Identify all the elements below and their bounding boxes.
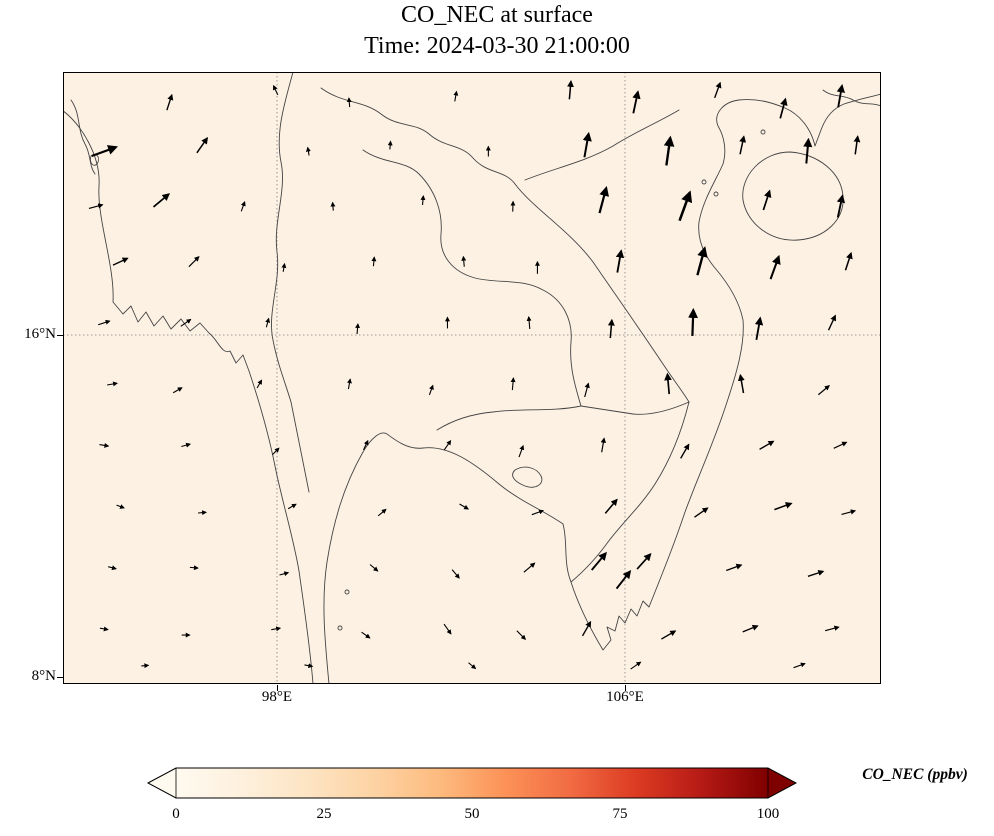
small-island bbox=[337, 625, 343, 631]
colorbar: 0 25 50 75 100 bbox=[140, 762, 820, 828]
gridlines-layer bbox=[63, 72, 881, 684]
colorbar-tick-25: 25 bbox=[317, 806, 332, 822]
x-tick-mark bbox=[625, 685, 626, 691]
x-tick-mark bbox=[277, 685, 278, 691]
y-tick-mark bbox=[57, 677, 63, 678]
border-myanmar-thailand bbox=[271, 72, 310, 493]
border-vietnam-china bbox=[524, 109, 680, 181]
colorbar-bar bbox=[146, 767, 798, 799]
x-tick-label-98e: 98°E bbox=[261, 689, 293, 705]
wind-quiver-layer bbox=[88, 80, 861, 670]
tonle-sap-lake bbox=[512, 466, 543, 488]
colorbar-tick-75: 75 bbox=[613, 806, 628, 822]
map-canvas bbox=[63, 72, 881, 684]
x-tick-label-106e: 106°E bbox=[606, 689, 644, 705]
colorbar-tick-0: 0 bbox=[172, 806, 180, 822]
map-plot-area bbox=[63, 72, 881, 684]
colorbar-tick-100: 100 bbox=[757, 806, 780, 822]
coastline-myanmar-peninsula bbox=[63, 110, 314, 684]
coastline-gulf-vietnam-china bbox=[323, 93, 881, 684]
coastline-china-top-right bbox=[822, 89, 881, 107]
border-north-laos-vietnam bbox=[320, 87, 690, 403]
small-island bbox=[344, 589, 350, 595]
colorbar-tick-50: 50 bbox=[465, 806, 480, 822]
axes-frame bbox=[63, 72, 881, 684]
colorbar-label: CO_NEC (ppbv) bbox=[862, 766, 968, 783]
border-thailand-laos-mekong bbox=[362, 149, 582, 407]
border-top-left bbox=[70, 99, 96, 175]
plot-subtitle-time: Time: 2024-03-30 21:00:00 bbox=[364, 33, 630, 59]
small-island bbox=[760, 129, 766, 135]
coastline-hainan-island bbox=[742, 151, 844, 241]
small-island bbox=[701, 179, 707, 185]
y-tick-label-16n: 16°N bbox=[24, 326, 56, 342]
y-tick-label-8n: 8°N bbox=[31, 668, 56, 684]
title-block: CO_NEC at surface Time: 2024-03-30 21:00… bbox=[0, 0, 994, 62]
plot-title: CO_NEC at surface bbox=[401, 2, 593, 28]
border-thailand-cambodia bbox=[436, 405, 582, 431]
colorbar-canvas: 0 25 50 75 100 bbox=[146, 767, 798, 822]
y-tick-mark bbox=[57, 335, 63, 336]
small-island bbox=[713, 191, 719, 197]
